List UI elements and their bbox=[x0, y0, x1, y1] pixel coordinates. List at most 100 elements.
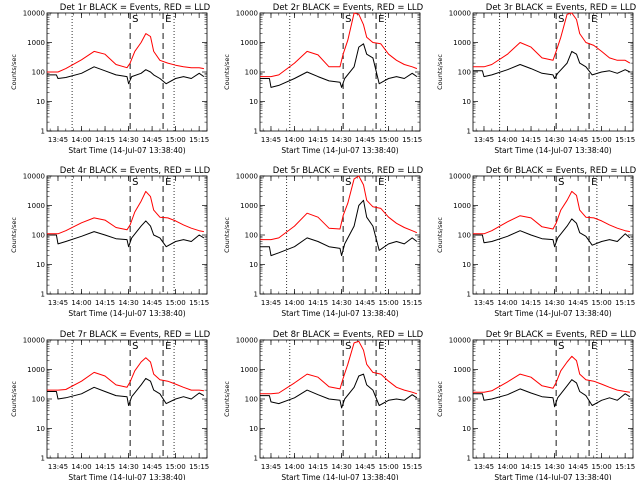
y-axis-label: Counts/sec bbox=[436, 54, 444, 90]
y-tick-label: 10000 bbox=[449, 173, 471, 181]
y-tick-label: 1000 bbox=[27, 366, 45, 374]
x-tick-label: 15:15 bbox=[402, 299, 422, 307]
series-line-lld bbox=[260, 175, 418, 241]
series-line-events bbox=[47, 66, 205, 85]
x-tick-label: 14:30 bbox=[331, 136, 351, 144]
x-tick-label: 14:00 bbox=[497, 136, 517, 144]
start-marker-label: S bbox=[132, 14, 138, 25]
chart-title: Det 8r BLACK = Events, RED = LLD bbox=[273, 330, 424, 340]
start-marker-label: S bbox=[558, 14, 564, 25]
x-tick-label: 14:30 bbox=[544, 299, 564, 307]
y-tick-label: 100 bbox=[32, 69, 45, 77]
plot-frame bbox=[46, 175, 208, 295]
x-tick-label: 15:00 bbox=[379, 136, 399, 144]
plot-frame bbox=[259, 12, 421, 132]
y-tick-label: 100 bbox=[458, 69, 471, 77]
x-tick-label: 15:00 bbox=[592, 299, 612, 307]
chart-panel: Det 1r BLACK = Events, RED = LLD Counts/s… bbox=[10, 3, 211, 155]
y-tick-label: 1 bbox=[254, 128, 258, 136]
series-line-lld bbox=[47, 190, 204, 235]
x-tick-label: 14:45 bbox=[142, 463, 162, 471]
x-tick-label: 15:15 bbox=[402, 463, 422, 471]
x-tick-label: 14:45 bbox=[142, 136, 162, 144]
x-tick-label: 14:45 bbox=[355, 299, 375, 307]
series-line-lld bbox=[260, 340, 418, 395]
x-tick-label: 15:00 bbox=[592, 136, 612, 144]
x-tick-label: 14:30 bbox=[331, 463, 351, 471]
y-tick-label: 1 bbox=[467, 291, 471, 299]
y-tick-label: 10 bbox=[36, 98, 45, 106]
x-tick-label: 13:45 bbox=[261, 299, 281, 307]
y-tick-label: 1 bbox=[41, 455, 45, 463]
series-line-events bbox=[473, 379, 631, 408]
y-tick-label: 1 bbox=[41, 291, 45, 299]
y-tick-label: 100 bbox=[245, 396, 258, 404]
series-line-events bbox=[473, 218, 631, 248]
x-tick-label: 13:45 bbox=[48, 136, 68, 144]
y-tick-label: 1000 bbox=[27, 39, 45, 47]
chart-title: Det 4r BLACK = Events, RED = LLD bbox=[60, 166, 211, 176]
series-line-events bbox=[260, 373, 418, 409]
end-marker-label: E bbox=[165, 341, 171, 352]
x-tick-label: 15:15 bbox=[615, 299, 635, 307]
x-tick-label: 13:45 bbox=[474, 299, 494, 307]
y-tick-label: 10 bbox=[36, 425, 45, 433]
y-tick-label: 1000 bbox=[240, 366, 258, 374]
x-tick-label: 13:45 bbox=[474, 463, 494, 471]
chart-panel: Det 7r BLACK = Events, RED = LLD Counts/s… bbox=[10, 330, 211, 480]
x-tick-label: 14:15 bbox=[308, 136, 328, 144]
x-tick-label: 13:45 bbox=[48, 299, 68, 307]
series-line-events bbox=[260, 43, 418, 88]
x-tick-label: 15:00 bbox=[166, 136, 186, 144]
chart-panel: Det 2r BLACK = Events, RED = LLD Counts/s… bbox=[223, 3, 424, 155]
x-tick-label: 14:15 bbox=[308, 463, 328, 471]
y-axis-label: Counts/sec bbox=[223, 381, 231, 417]
start-marker-label: S bbox=[132, 341, 138, 352]
chart-title: Det 1r BLACK = Events, RED = LLD bbox=[60, 3, 211, 13]
x-tick-label: 13:45 bbox=[474, 136, 494, 144]
x-tick-label: 13:45 bbox=[48, 463, 68, 471]
plot-frame bbox=[259, 175, 421, 295]
x-tick-label: 14:15 bbox=[521, 463, 541, 471]
y-tick-label: 10 bbox=[249, 98, 258, 106]
x-axis-label: Start Time (14-Jul-07 13:38:40) bbox=[281, 146, 398, 155]
y-tick-label: 1 bbox=[254, 455, 258, 463]
end-marker-label: E bbox=[591, 14, 597, 25]
x-tick-label: 14:00 bbox=[497, 299, 517, 307]
end-marker-label: E bbox=[591, 341, 597, 352]
x-tick-label: 15:15 bbox=[402, 136, 422, 144]
y-axis-label: Counts/sec bbox=[436, 381, 444, 417]
start-marker-label: S bbox=[345, 177, 351, 188]
y-tick-label: 100 bbox=[458, 396, 471, 404]
y-tick-label: 10000 bbox=[236, 10, 258, 18]
x-axis-label: Start Time (14-Jul-07 13:38:40) bbox=[494, 309, 611, 318]
chart-panel: Det 6r BLACK = Events, RED = LLD Counts/s… bbox=[436, 166, 637, 318]
chart-panel: Det 5r BLACK = Events, RED = LLD Counts/s… bbox=[223, 166, 424, 318]
x-tick-label: 14:30 bbox=[544, 136, 564, 144]
series-line-events bbox=[47, 220, 205, 248]
y-tick-label: 10 bbox=[249, 261, 258, 269]
end-marker-label: E bbox=[165, 14, 171, 25]
chart-title: Det 3r BLACK = Events, RED = LLD bbox=[486, 3, 637, 13]
chart-title: Det 9r BLACK = Events, RED = LLD bbox=[486, 330, 637, 340]
y-tick-label: 10 bbox=[462, 98, 471, 106]
x-tick-label: 15:00 bbox=[592, 463, 612, 471]
x-tick-label: 15:00 bbox=[166, 299, 186, 307]
y-axis-label: Counts/sec bbox=[10, 381, 18, 417]
x-tick-label: 14:45 bbox=[355, 136, 375, 144]
chart-panel: Det 8r BLACK = Events, RED = LLD Counts/s… bbox=[223, 330, 424, 480]
chart-panel: Det 3r BLACK = Events, RED = LLD Counts/s… bbox=[436, 3, 637, 155]
y-tick-label: 1 bbox=[254, 291, 258, 299]
x-tick-label: 13:45 bbox=[261, 136, 281, 144]
y-tick-label: 10 bbox=[249, 425, 258, 433]
y-tick-label: 1000 bbox=[453, 39, 471, 47]
x-tick-label: 14:30 bbox=[118, 299, 138, 307]
x-tick-label: 14:15 bbox=[308, 299, 328, 307]
x-tick-label: 14:00 bbox=[71, 299, 91, 307]
start-marker-label: S bbox=[558, 341, 564, 352]
x-tick-label: 15:00 bbox=[379, 299, 399, 307]
x-tick-label: 14:30 bbox=[118, 136, 138, 144]
y-axis-label: Counts/sec bbox=[223, 54, 231, 90]
y-tick-label: 10000 bbox=[23, 10, 45, 18]
